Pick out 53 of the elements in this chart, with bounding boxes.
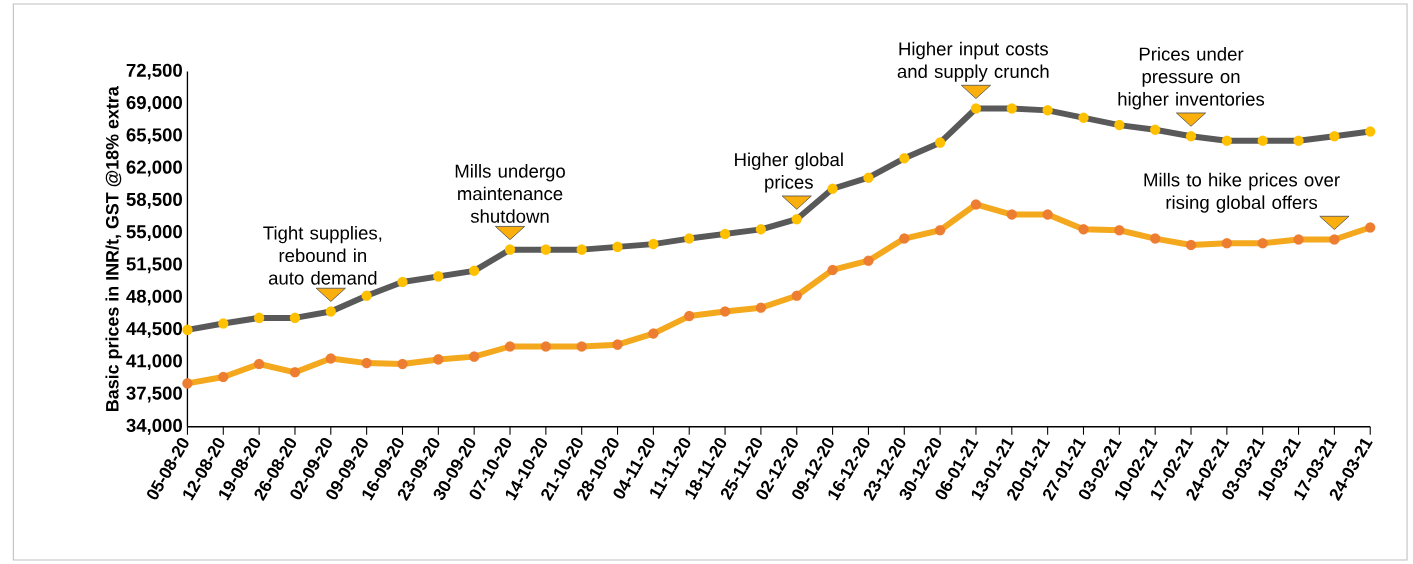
point — [1185, 239, 1197, 251]
y-tick-label: 44,500 — [126, 321, 182, 338]
point — [469, 351, 480, 362]
point — [791, 290, 802, 301]
point — [827, 264, 838, 276]
point — [1150, 233, 1161, 244]
y-tick-label: 69,000 — [126, 95, 182, 112]
annotation: Higher input costs and supply crunch — [897, 41, 1049, 82]
point — [182, 378, 193, 389]
annotation: Higher global prices — [735, 152, 843, 193]
point — [1329, 234, 1340, 245]
point — [1078, 224, 1089, 235]
point — [1042, 209, 1053, 220]
annotation: Tight supplies, rebound in auto demand — [263, 225, 382, 285]
point — [397, 358, 408, 370]
point — [254, 358, 265, 370]
point — [361, 357, 372, 369]
point — [1221, 238, 1232, 249]
y-tick-label: 65,500 — [126, 128, 182, 145]
point — [684, 310, 695, 322]
point — [970, 199, 982, 210]
point — [1293, 234, 1304, 245]
y-tick-label: 34,000 — [126, 418, 182, 435]
point — [863, 255, 874, 266]
y-tick-label: 41,000 — [126, 354, 182, 371]
annotation: Mills to hike prices over rising global offers — [1144, 172, 1340, 213]
y-tick-label: 37,500 — [126, 386, 182, 403]
y-tick-label: 55,000 — [126, 225, 182, 241]
point — [755, 302, 767, 313]
point — [1257, 238, 1268, 249]
point — [935, 225, 946, 236]
point — [289, 367, 301, 378]
point — [1365, 222, 1376, 233]
point — [1114, 225, 1125, 236]
point — [612, 339, 623, 350]
point — [1006, 209, 1017, 220]
point — [218, 371, 229, 383]
y-tick-label: 51,500 — [126, 257, 182, 274]
point — [899, 233, 910, 244]
y-tick-label: 62,000 — [126, 160, 182, 177]
point — [540, 341, 551, 352]
point — [648, 328, 659, 339]
point — [576, 341, 587, 352]
point — [433, 354, 444, 365]
point — [719, 306, 731, 317]
y-tick-label: 72,500 — [126, 63, 182, 80]
annotation: Prices under pressure on higher inventories — [1118, 46, 1265, 110]
y-tick-label: 48,000 — [126, 289, 182, 306]
point — [504, 341, 516, 352]
y-tick-label: 58,500 — [126, 192, 182, 209]
point — [325, 353, 336, 364]
y-axis-title: Basic prices in INR/t, GST @18% extra — [105, 86, 123, 411]
annotation: Mills undergo maintenance shutdown — [455, 164, 565, 223]
